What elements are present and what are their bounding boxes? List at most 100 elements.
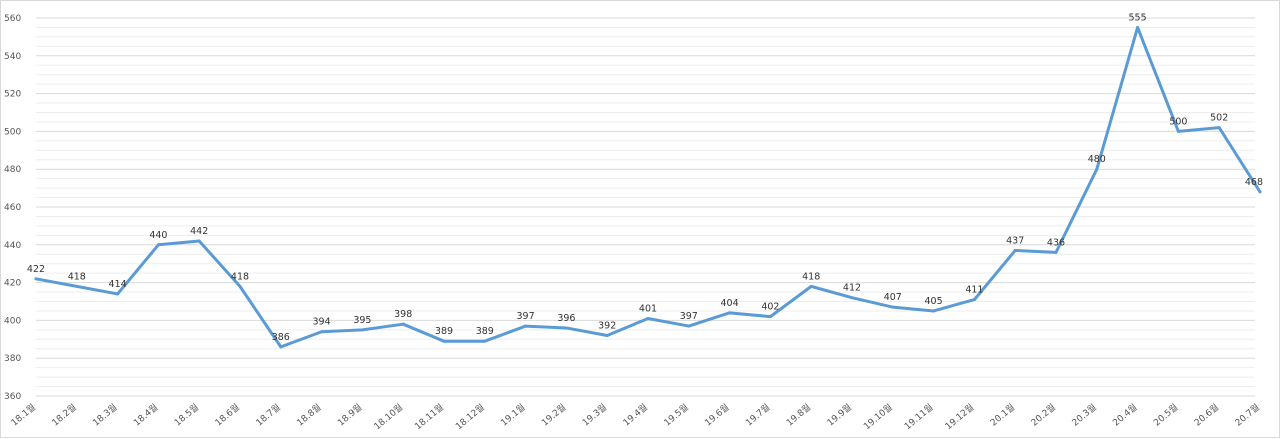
y-tick-label: 480 — [4, 165, 21, 175]
data-point — [1054, 250, 1058, 254]
data-point — [728, 311, 732, 315]
data-label: 401 — [639, 304, 657, 315]
data-label: 502 — [1210, 113, 1228, 124]
x-tick-label: 19.4월 — [621, 401, 650, 428]
y-tick-label: 400 — [4, 316, 21, 326]
data-label: 422 — [27, 264, 45, 275]
data-label: 396 — [557, 313, 575, 324]
data-label: 405 — [925, 296, 943, 307]
data-label: 389 — [435, 326, 453, 337]
data-label: 418 — [231, 271, 249, 282]
data-points — [34, 25, 1262, 349]
data-label: 442 — [190, 226, 208, 237]
x-tick-label: 19.3월 — [580, 401, 609, 428]
x-tick-label: 20.2월 — [1029, 401, 1058, 428]
x-tick-label: 19.10월 — [861, 401, 895, 432]
x-tick-label: 18.10월 — [371, 401, 405, 432]
data-label: 402 — [761, 302, 779, 313]
data-point — [1258, 190, 1262, 194]
x-tick-label: 20.3월 — [1069, 401, 1098, 428]
x-tick-label: 20.6월 — [1192, 401, 1221, 428]
x-tick-label: 18.2월 — [49, 401, 78, 428]
x-tick-label: 20.4월 — [1110, 401, 1139, 428]
data-label: 500 — [1169, 116, 1187, 127]
data-point — [1217, 126, 1221, 130]
x-tick-label: 19.5월 — [661, 401, 690, 428]
x-tick-label: 19.8월 — [784, 401, 813, 428]
x-tick-label: 18.5월 — [172, 401, 201, 428]
x-tick-label: 19.12월 — [943, 401, 977, 432]
data-point — [809, 284, 813, 288]
data-label: 386 — [272, 332, 290, 343]
data-point — [1136, 25, 1140, 29]
x-tick-label: 19.2월 — [539, 401, 568, 428]
data-point — [646, 317, 650, 321]
x-tick-label: 18.11월 — [412, 401, 446, 432]
data-point — [1013, 248, 1017, 252]
x-tick-label: 18.9월 — [335, 401, 364, 428]
data-point — [850, 296, 854, 300]
data-label: 437 — [1006, 235, 1024, 246]
x-tick-label: 18.7월 — [253, 401, 282, 428]
data-point — [156, 243, 160, 247]
data-point — [116, 292, 120, 296]
data-point — [891, 305, 895, 309]
data-point — [197, 239, 201, 243]
y-tick-label: 500 — [4, 127, 21, 137]
data-label: 397 — [517, 311, 535, 322]
data-label: 480 — [1088, 154, 1106, 165]
data-label: 398 — [394, 309, 412, 320]
data-point — [401, 322, 405, 326]
data-labels: 422 418 414 440 442 418 386 394 395 398 389 389 397 3… — [27, 12, 1263, 342]
data-point — [1095, 167, 1099, 171]
data-point — [932, 309, 936, 313]
x-tick-label: 19.6월 — [702, 401, 731, 428]
data-label: 394 — [313, 317, 331, 328]
x-tick-label: 19.1월 — [498, 401, 527, 428]
x-tick-label: 18.3월 — [90, 401, 119, 428]
x-tick-label: 20.1월 — [988, 401, 1017, 428]
data-point — [1176, 129, 1180, 133]
data-label: 411 — [965, 285, 983, 296]
data-label: 395 — [353, 315, 371, 326]
data-point — [564, 326, 568, 330]
data-point — [75, 284, 79, 288]
data-point — [972, 298, 976, 302]
data-point — [687, 324, 691, 328]
data-label: 407 — [884, 292, 902, 303]
x-tick-label: 18.8월 — [294, 401, 323, 428]
y-axis: 360 380 400 420 440 460 480 500 520 540 560 — [4, 14, 21, 402]
y-tick-label: 420 — [4, 279, 21, 289]
x-tick-label: 20.5월 — [1151, 401, 1180, 428]
data-label: 418 — [68, 271, 86, 282]
data-point — [238, 284, 242, 288]
y-tick-label: 560 — [4, 14, 21, 24]
data-point — [605, 334, 609, 338]
x-tick-label: 18.12월 — [453, 401, 487, 432]
series-line — [34, 25, 1262, 349]
data-label: 436 — [1047, 237, 1065, 248]
x-tick-label: 19.7월 — [743, 401, 772, 428]
y-tick-label: 380 — [4, 354, 21, 364]
data-point — [360, 328, 364, 332]
data-point — [524, 324, 528, 328]
data-point — [442, 339, 446, 343]
data-label: 412 — [843, 283, 861, 294]
data-point — [768, 315, 772, 319]
x-tick-label: 18.6월 — [213, 401, 242, 428]
y-tick-label: 360 — [4, 392, 21, 402]
y-tick-label: 460 — [4, 203, 21, 213]
x-axis: 18.1월 18.2월 18.3월 18.4월 18.5월 18.6월 18.7월 18.8월… — [9, 401, 1262, 432]
x-tick-label: 19.11월 — [902, 401, 936, 432]
data-point — [279, 345, 283, 349]
y-tick-label: 540 — [4, 52, 21, 62]
data-label: 392 — [598, 321, 616, 332]
data-label: 555 — [1129, 12, 1147, 23]
data-label: 414 — [109, 279, 127, 290]
data-label: 440 — [149, 230, 167, 241]
data-point — [483, 339, 487, 343]
data-point — [34, 277, 38, 281]
x-tick-label: 19.9월 — [825, 401, 854, 428]
